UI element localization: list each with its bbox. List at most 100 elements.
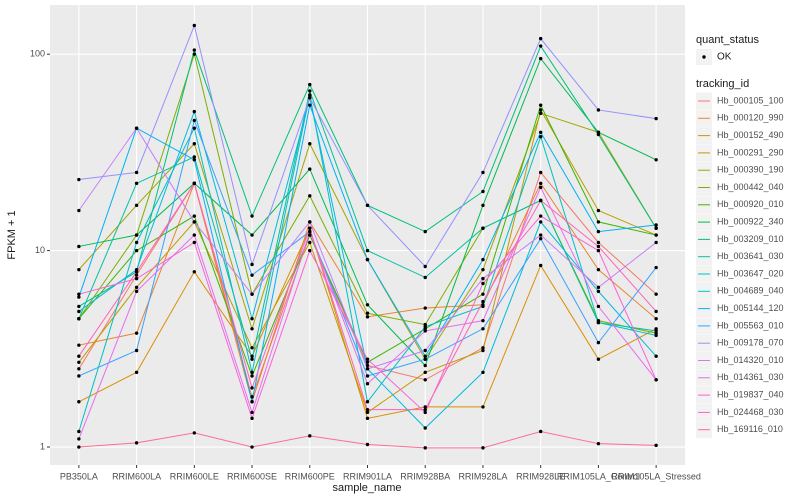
data-point — [308, 220, 312, 224]
data-point — [77, 267, 81, 272]
data-point — [365, 367, 370, 371]
data-point — [77, 354, 81, 358]
legend-label: Hb_014361_030 — [717, 372, 784, 382]
data-point — [308, 434, 312, 438]
data-point — [134, 273, 139, 277]
data-point — [250, 374, 254, 378]
data-point — [596, 340, 601, 345]
data-point — [423, 348, 427, 353]
data-point — [192, 240, 197, 245]
data-point — [654, 116, 658, 121]
data-point — [77, 244, 81, 249]
data-point — [250, 346, 254, 350]
data-point — [308, 103, 312, 107]
data-point — [134, 289, 139, 294]
data-point — [654, 378, 658, 382]
x-tick-label: RRIM928LA — [458, 471, 507, 481]
data-point — [538, 198, 543, 203]
legend-label: Hb_024468_030 — [717, 407, 784, 417]
data-point — [365, 360, 370, 364]
data-point — [481, 281, 485, 286]
data-point — [596, 441, 601, 446]
y-tick-label: 1 — [40, 441, 45, 451]
data-point — [481, 405, 485, 409]
data-point — [481, 299, 485, 304]
data-point — [423, 354, 427, 358]
data-point — [308, 96, 312, 100]
data-point — [77, 445, 81, 449]
data-point — [654, 158, 658, 162]
data-point — [192, 270, 197, 274]
data-point — [192, 233, 197, 237]
data-point — [538, 233, 543, 237]
data-point — [538, 181, 543, 186]
legend-label: Hb_000390_190 — [717, 165, 784, 175]
data-point — [250, 292, 254, 296]
data-point — [596, 229, 601, 234]
data-point — [538, 429, 543, 434]
legend-label: Hb_000922_340 — [717, 216, 784, 226]
data-point — [250, 445, 254, 449]
legend-label: Hb_005144_120 — [717, 303, 784, 313]
legend-label: Hb_000920_010 — [717, 199, 784, 209]
data-point — [192, 142, 197, 146]
data-point — [308, 248, 312, 253]
data-point — [134, 370, 139, 375]
data-point — [538, 36, 543, 41]
data-point — [538, 214, 543, 218]
data-point — [250, 386, 254, 390]
data-point — [365, 303, 370, 307]
data-point — [250, 416, 254, 421]
data-point — [423, 446, 427, 450]
x-tick-label: RRIM901LA — [343, 471, 392, 481]
data-point — [250, 262, 254, 267]
data-point — [365, 407, 370, 412]
data-point — [481, 292, 485, 296]
data-point — [192, 52, 197, 56]
x-tick-label: RRIM928LE — [516, 471, 565, 481]
data-point — [365, 382, 370, 386]
data-point — [77, 177, 81, 182]
data-point — [192, 214, 197, 218]
data-point — [596, 289, 601, 294]
data-point — [250, 233, 254, 237]
data-point — [538, 111, 543, 116]
data-point — [77, 343, 81, 347]
y-tick-label: 100 — [30, 49, 45, 59]
data-point — [596, 208, 601, 213]
data-point — [423, 363, 427, 368]
data-point — [134, 203, 139, 208]
x-tick-label: RRIM928BA — [400, 471, 450, 481]
data-point — [423, 275, 427, 280]
data-point — [654, 265, 658, 270]
x-tick-label: RRIM600LA — [112, 471, 161, 481]
data-point — [134, 233, 139, 237]
data-point — [481, 276, 485, 281]
data-point — [250, 400, 254, 404]
x-tick-label: RRIM600PE — [285, 471, 335, 481]
data-point — [481, 267, 485, 272]
data-point — [538, 108, 543, 112]
data-point — [423, 306, 427, 310]
data-point — [654, 233, 658, 237]
data-point — [596, 304, 601, 309]
data-point — [654, 333, 658, 338]
data-point — [596, 267, 601, 272]
x-tick-label: PB350LA — [60, 471, 98, 481]
data-point — [192, 181, 197, 186]
y-tick-label: 10 — [35, 245, 45, 255]
data-point — [654, 223, 658, 227]
data-point — [423, 357, 427, 361]
data-point — [134, 270, 139, 274]
data-point — [250, 317, 254, 321]
data-point — [596, 248, 601, 253]
data-point — [654, 309, 658, 314]
data-point — [481, 327, 485, 331]
data-point — [250, 354, 254, 358]
data-point — [481, 318, 485, 323]
data-point — [423, 378, 427, 382]
data-point — [538, 135, 543, 139]
data-point — [308, 240, 312, 245]
data-point — [77, 429, 81, 434]
